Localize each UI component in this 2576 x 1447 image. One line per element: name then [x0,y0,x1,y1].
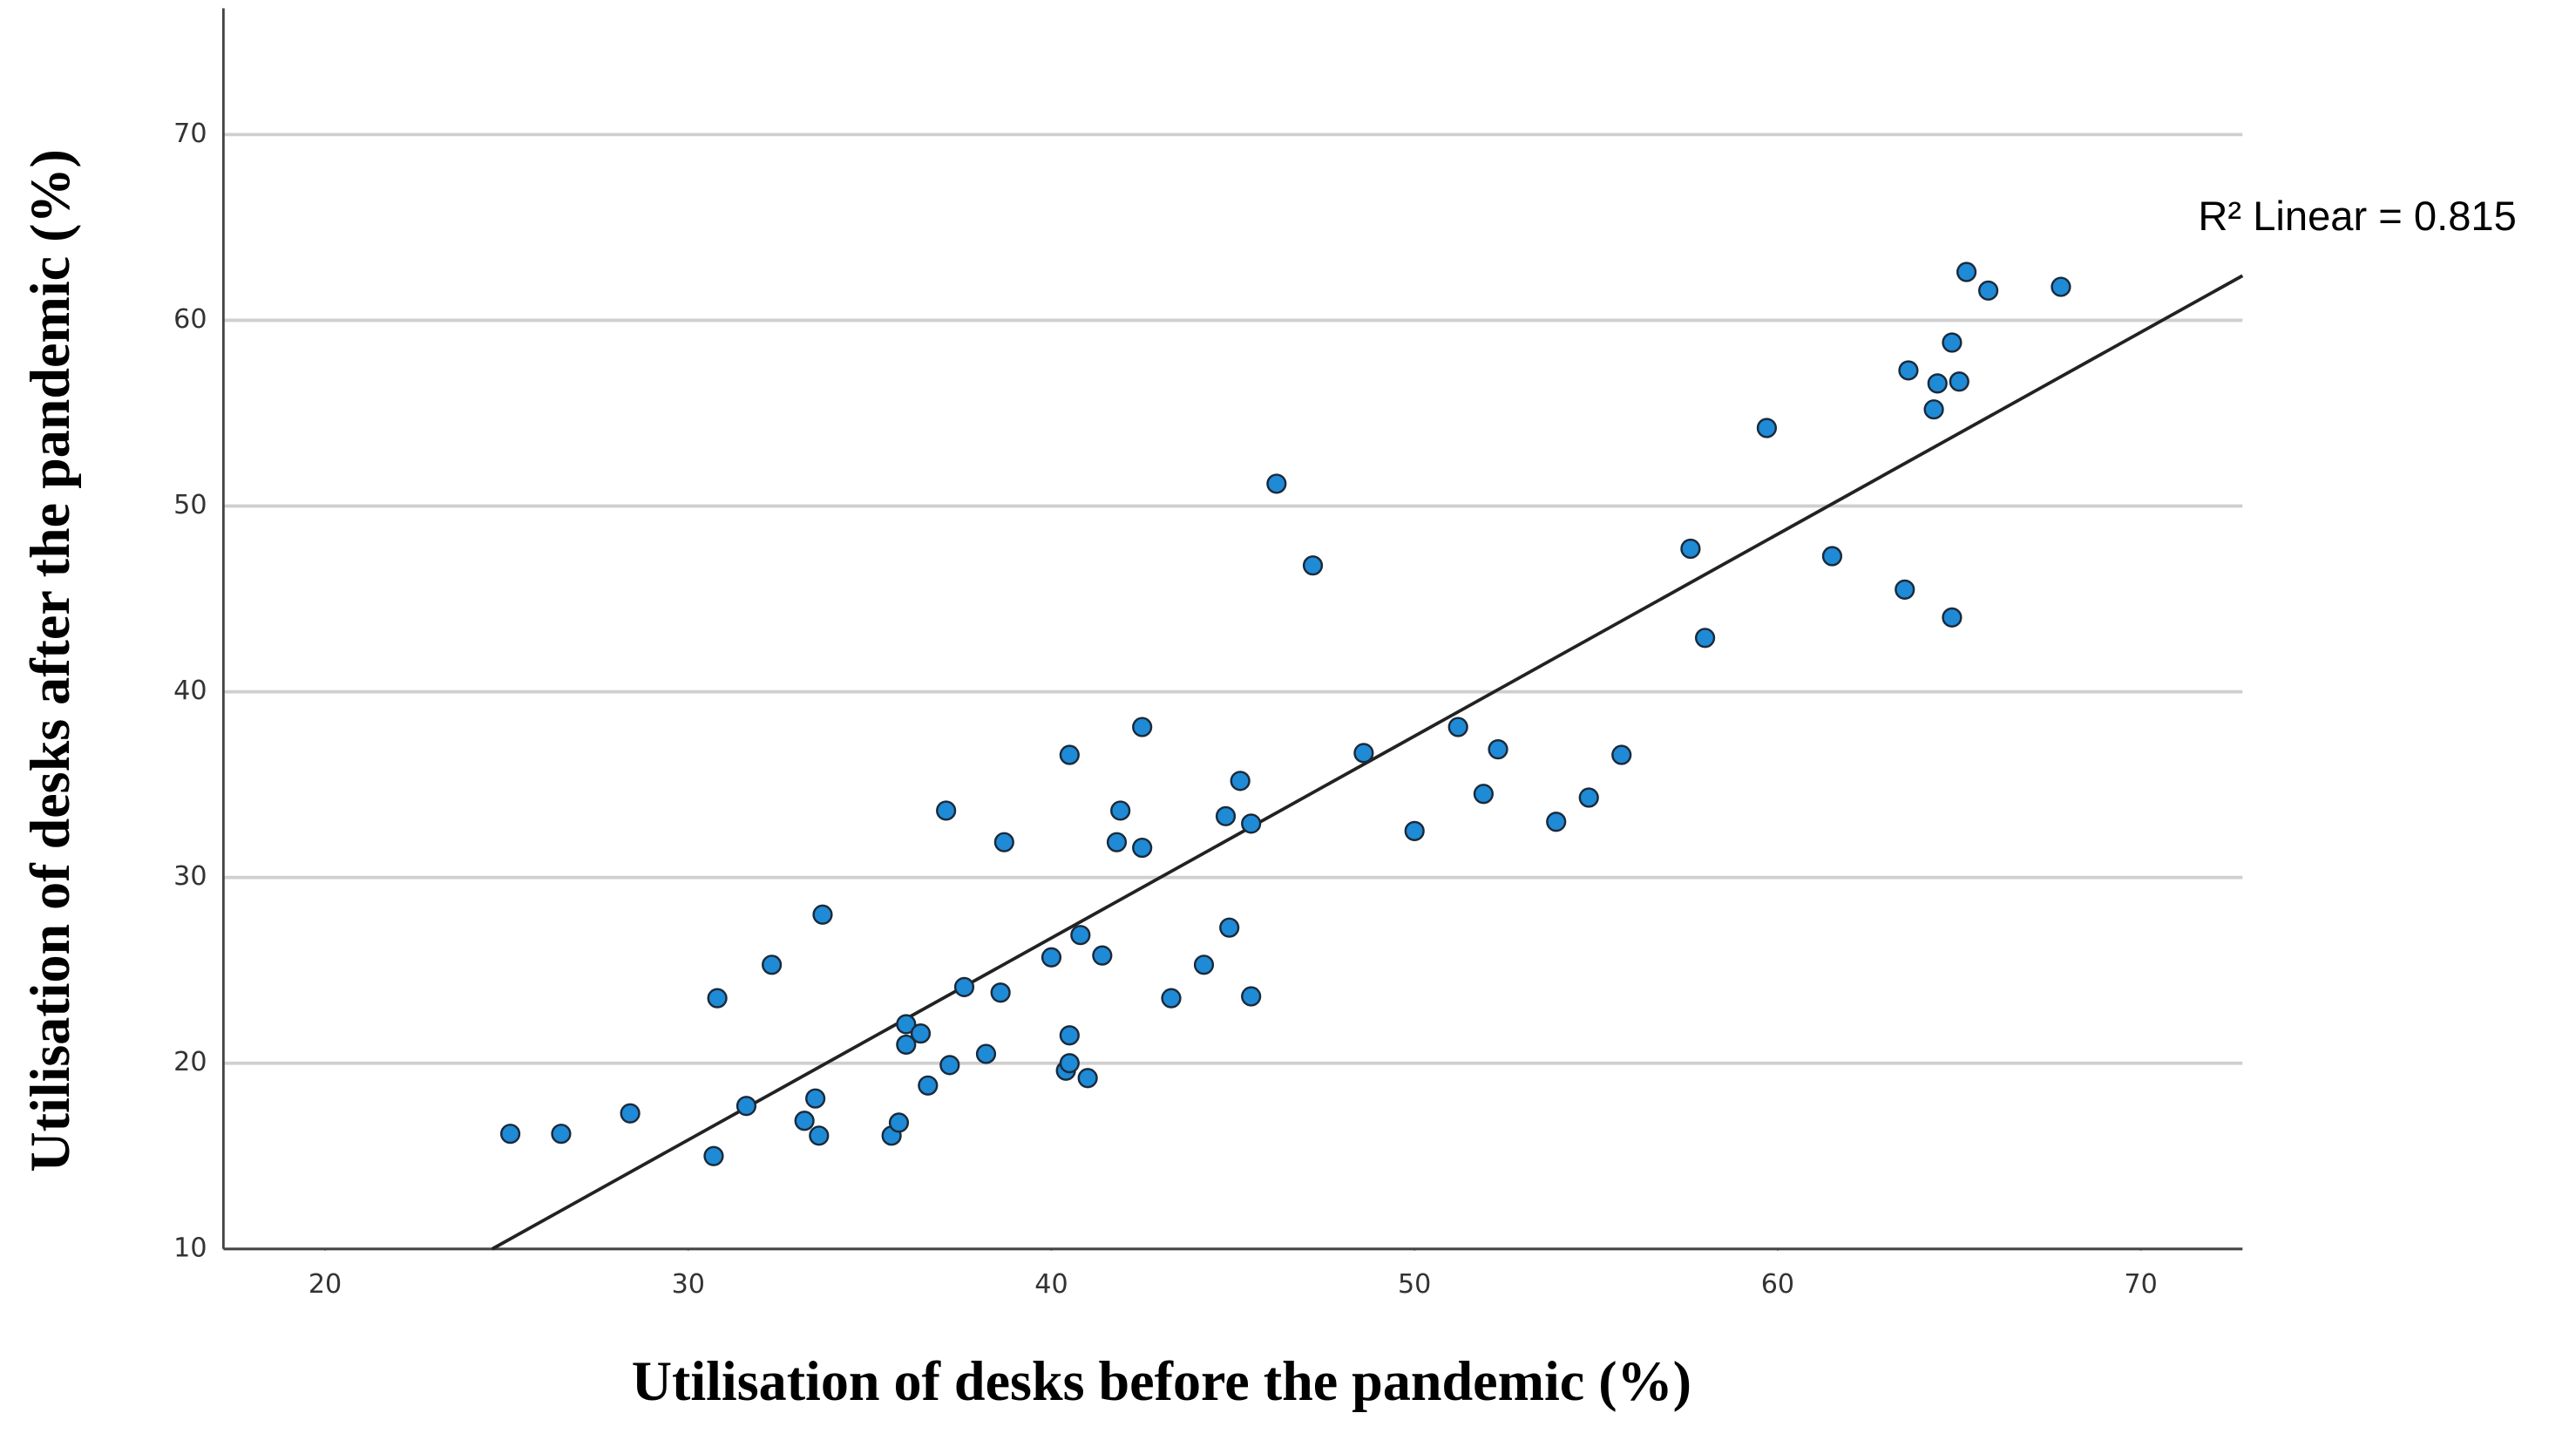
point [1193,954,1215,975]
point [1092,945,1113,966]
point [1473,784,1494,805]
point [1756,418,1778,438]
point [1077,1068,1098,1089]
y-tick-label: 50 [173,490,207,520]
x-tick-label: 70 [2124,1269,2157,1300]
point [1949,371,1969,392]
point [1942,332,1963,353]
point [707,988,728,1009]
x-tick-label: 20 [308,1269,342,1300]
point [990,982,1011,1003]
point [1942,607,1963,628]
fit-annotation: R² Linear = 0.815 [2198,193,2516,239]
point [1241,813,1262,834]
x-tick-label: 40 [1034,1269,1068,1300]
point [1978,280,1999,301]
point [703,1145,724,1166]
point [1059,1025,1080,1046]
point [762,954,783,975]
point [1215,805,1237,826]
point [1110,800,1131,821]
x-tick-label: 60 [1761,1269,1794,1300]
point [1694,628,1716,649]
point [939,1055,960,1076]
point [620,1103,641,1124]
point [1230,771,1251,791]
point [1241,986,1262,1007]
point [1578,787,1599,808]
point [1302,555,1324,576]
x-axis-label: Utilisation of desks before the pandemic… [632,1350,1691,1412]
point [896,1014,917,1035]
point [896,1034,917,1056]
y-tick-label: 10 [173,1233,207,1263]
point [1132,837,1153,859]
point [1611,744,1632,765]
point [1161,988,1182,1009]
point [993,832,1014,853]
point [1447,717,1468,737]
point [1895,579,1915,600]
point [1059,744,1080,765]
point [1956,262,1977,282]
point [551,1124,572,1145]
point [936,800,957,821]
point [1059,1053,1080,1074]
x-tick-label: 50 [1398,1269,1431,1300]
y-tick-label: 30 [173,861,207,892]
point [1821,546,1843,567]
point [1546,812,1567,832]
point [805,1088,826,1109]
point [1070,925,1091,946]
point [918,1075,939,1096]
point [1488,739,1508,760]
point [1353,743,1374,764]
point [794,1111,815,1131]
x-tick-label: 30 [672,1269,705,1300]
point [1266,473,1287,494]
point [812,904,833,925]
point [1927,373,1948,394]
point [1680,538,1701,560]
point [888,1112,910,1133]
point [1041,947,1062,968]
y-tick-label: 60 [173,304,207,335]
y-axis-label: Utilisation of desks after the pandemic … [19,149,81,1172]
point [2051,276,2071,297]
point [1404,820,1425,841]
point [1132,717,1153,737]
point [809,1125,830,1146]
point [1219,917,1240,938]
point [975,1043,997,1064]
point [910,1023,932,1044]
point [736,1096,757,1117]
point [1898,360,1919,381]
point [499,1124,521,1145]
point [953,976,975,997]
y-tick-label: 40 [173,676,207,706]
y-tick-label: 70 [173,119,207,149]
point [1923,399,1944,420]
y-tick-label: 20 [173,1047,207,1077]
point [1106,832,1128,853]
